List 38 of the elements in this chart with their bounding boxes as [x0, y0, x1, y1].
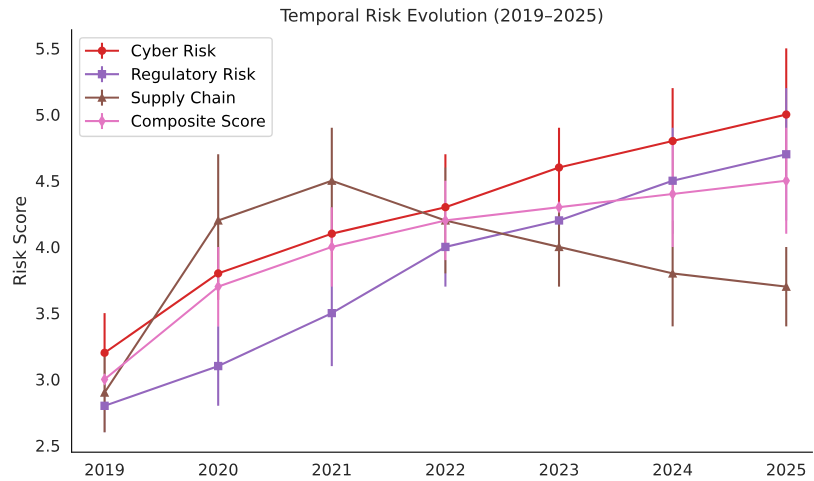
y-tick-label: 4.0: [36, 241, 60, 254]
point: [441, 203, 450, 212]
y-tick-label: 3.5: [36, 307, 60, 320]
legend-label: Regulatory Risk: [132, 68, 256, 84]
x-tick-label: 2024: [653, 464, 692, 476]
point: [554, 216, 564, 225]
legend-label: Cyber Risk: [132, 44, 216, 60]
legend-label: Supply Chain: [132, 91, 235, 107]
point: [328, 176, 336, 185]
point: [328, 230, 336, 238]
y-axis-title: Risk Score: [12, 196, 26, 284]
point: [100, 402, 109, 410]
point: [782, 150, 790, 158]
y-tick-label: 4.5: [36, 175, 60, 188]
point: [668, 176, 677, 185]
point: [782, 110, 790, 119]
x-tick-label: 2023: [540, 464, 578, 476]
point: [554, 163, 564, 172]
point: [328, 308, 336, 318]
point: [214, 216, 222, 225]
x-tick-label: 2020: [199, 464, 238, 476]
point: [100, 348, 109, 358]
x-tick-label: 2019: [85, 464, 124, 476]
point: [214, 362, 222, 370]
y-tick-label: 5.5: [36, 42, 60, 55]
x-tick-label: 2025: [767, 464, 806, 476]
point: [668, 136, 677, 146]
y-tick-label: 3.0: [36, 374, 60, 386]
x-tick-label: 2021: [312, 464, 351, 476]
x-tick-label: 2022: [426, 464, 464, 476]
chart-title: Temporal Risk Evolution (2019–2025): [280, 8, 602, 26]
point: [782, 282, 790, 291]
point: [441, 242, 450, 252]
legend-label: Composite Score: [132, 114, 265, 130]
point: [668, 269, 677, 278]
y-tick-label: 5.0: [36, 108, 60, 121]
point: [214, 269, 222, 278]
y-tick-label: 2.5: [36, 440, 60, 452]
